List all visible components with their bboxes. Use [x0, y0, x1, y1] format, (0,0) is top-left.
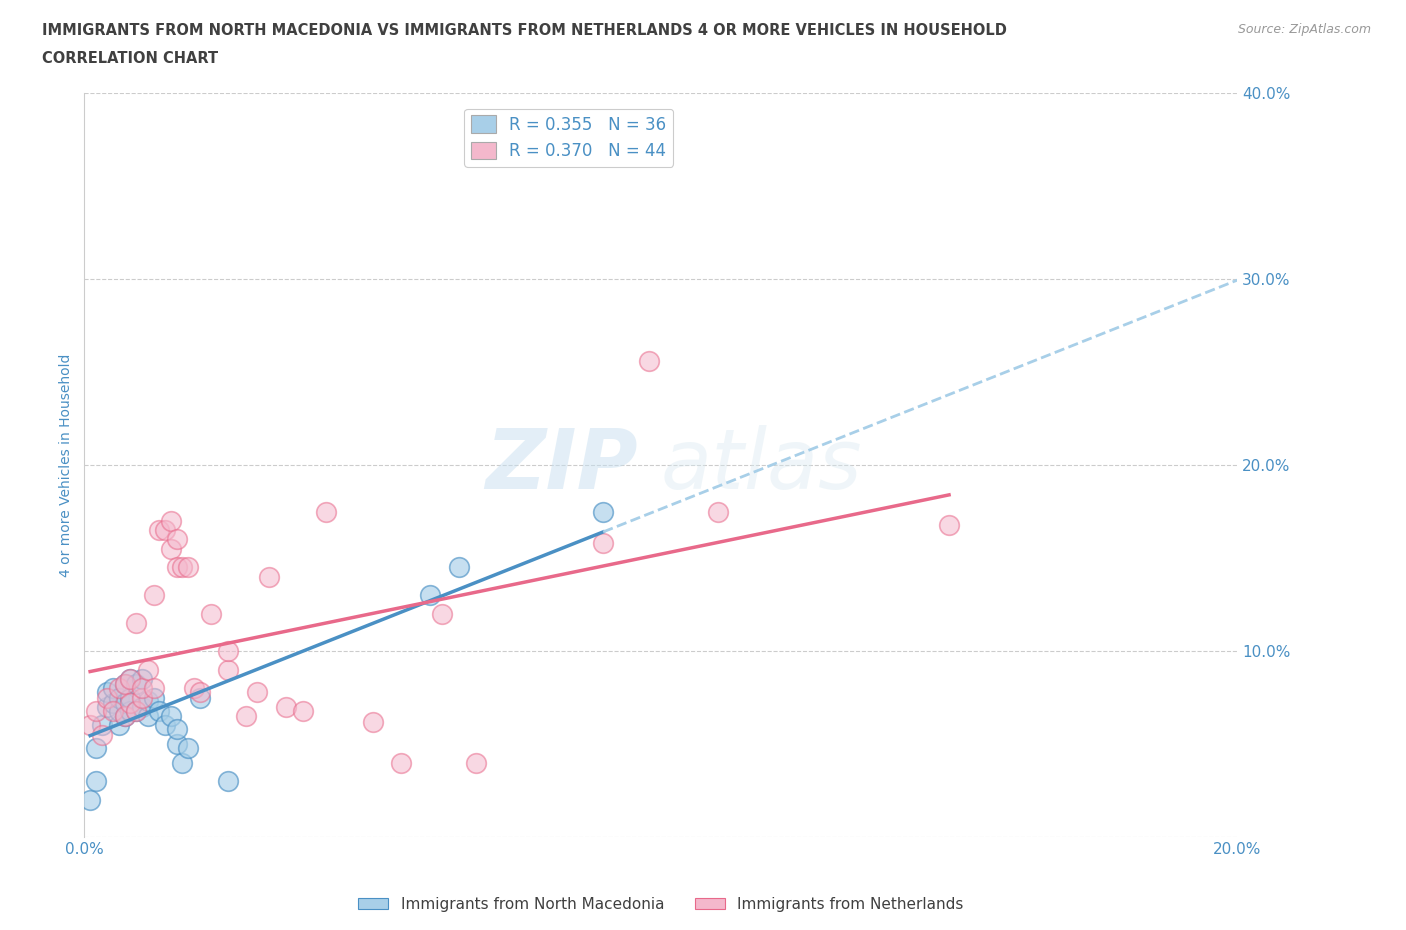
Point — [592, 536, 614, 551]
Point — [166, 737, 188, 751]
Point — [103, 696, 124, 711]
Point — [131, 681, 153, 696]
Point — [160, 541, 183, 556]
Point — [183, 681, 205, 696]
Point — [84, 774, 107, 789]
Point — [131, 690, 153, 705]
Point — [148, 703, 170, 718]
Point — [79, 718, 101, 733]
Legend: R = 0.355   N = 36, R = 0.370   N = 44: R = 0.355 N = 36, R = 0.370 N = 44 — [464, 109, 673, 166]
Point — [114, 677, 136, 692]
Point — [166, 532, 188, 547]
Point — [166, 560, 188, 575]
Point — [447, 560, 470, 575]
Point — [136, 709, 159, 724]
Point — [84, 740, 107, 755]
Point — [120, 690, 142, 705]
Point — [638, 353, 661, 368]
Point — [430, 606, 453, 621]
Point — [136, 662, 159, 677]
Point — [120, 696, 142, 711]
Text: ZIP: ZIP — [485, 424, 638, 506]
Point — [96, 690, 118, 705]
Point — [235, 709, 257, 724]
Point — [274, 699, 298, 714]
Point — [172, 560, 194, 575]
Point — [108, 690, 131, 705]
Point — [172, 755, 194, 770]
Point — [217, 662, 239, 677]
Point — [114, 696, 136, 711]
Point — [707, 504, 730, 519]
Point — [108, 681, 131, 696]
Point — [148, 523, 170, 538]
Point — [391, 755, 413, 770]
Point — [160, 709, 183, 724]
Point — [188, 690, 211, 705]
Point — [84, 703, 107, 718]
Point — [114, 677, 136, 692]
Point — [177, 560, 200, 575]
Point — [142, 690, 165, 705]
Point — [96, 699, 118, 714]
Y-axis label: 4 or more Vehicles in Household: 4 or more Vehicles in Household — [59, 353, 73, 577]
Point — [592, 504, 614, 519]
Point — [90, 727, 112, 742]
Text: IMMIGRANTS FROM NORTH MACEDONIA VS IMMIGRANTS FROM NETHERLANDS 4 OR MORE VEHICLE: IMMIGRANTS FROM NORTH MACEDONIA VS IMMIG… — [42, 23, 1007, 38]
Point — [96, 684, 118, 699]
Point — [125, 616, 148, 631]
Point — [200, 606, 222, 621]
Point — [361, 714, 384, 729]
Point — [177, 740, 200, 755]
Point — [142, 681, 165, 696]
Point — [108, 718, 131, 733]
Point — [217, 774, 239, 789]
Point — [246, 684, 269, 699]
Point — [120, 671, 142, 686]
Point — [166, 722, 188, 737]
Point — [108, 703, 131, 718]
Point — [217, 644, 239, 658]
Point — [153, 523, 176, 538]
Point — [114, 709, 136, 724]
Point — [257, 569, 280, 584]
Point — [131, 699, 153, 714]
Text: Source: ZipAtlas.com: Source: ZipAtlas.com — [1237, 23, 1371, 36]
Point — [90, 718, 112, 733]
Point — [292, 703, 315, 718]
Point — [131, 671, 153, 686]
Point — [120, 671, 142, 686]
Point — [125, 677, 148, 692]
Point — [419, 588, 441, 603]
Point — [103, 681, 124, 696]
Point — [142, 588, 165, 603]
Text: atlas: atlas — [661, 424, 862, 506]
Point — [938, 517, 960, 532]
Point — [465, 755, 488, 770]
Text: CORRELATION CHART: CORRELATION CHART — [42, 51, 218, 66]
Point — [153, 718, 176, 733]
Point — [125, 703, 148, 718]
Point — [136, 694, 159, 709]
Point — [315, 504, 337, 519]
Point — [114, 709, 136, 724]
Point — [125, 703, 148, 718]
Point — [79, 792, 101, 807]
Point — [103, 703, 124, 718]
Point — [120, 703, 142, 718]
Legend: Immigrants from North Macedonia, Immigrants from Netherlands: Immigrants from North Macedonia, Immigra… — [352, 891, 970, 918]
Point — [160, 513, 183, 528]
Point — [188, 684, 211, 699]
